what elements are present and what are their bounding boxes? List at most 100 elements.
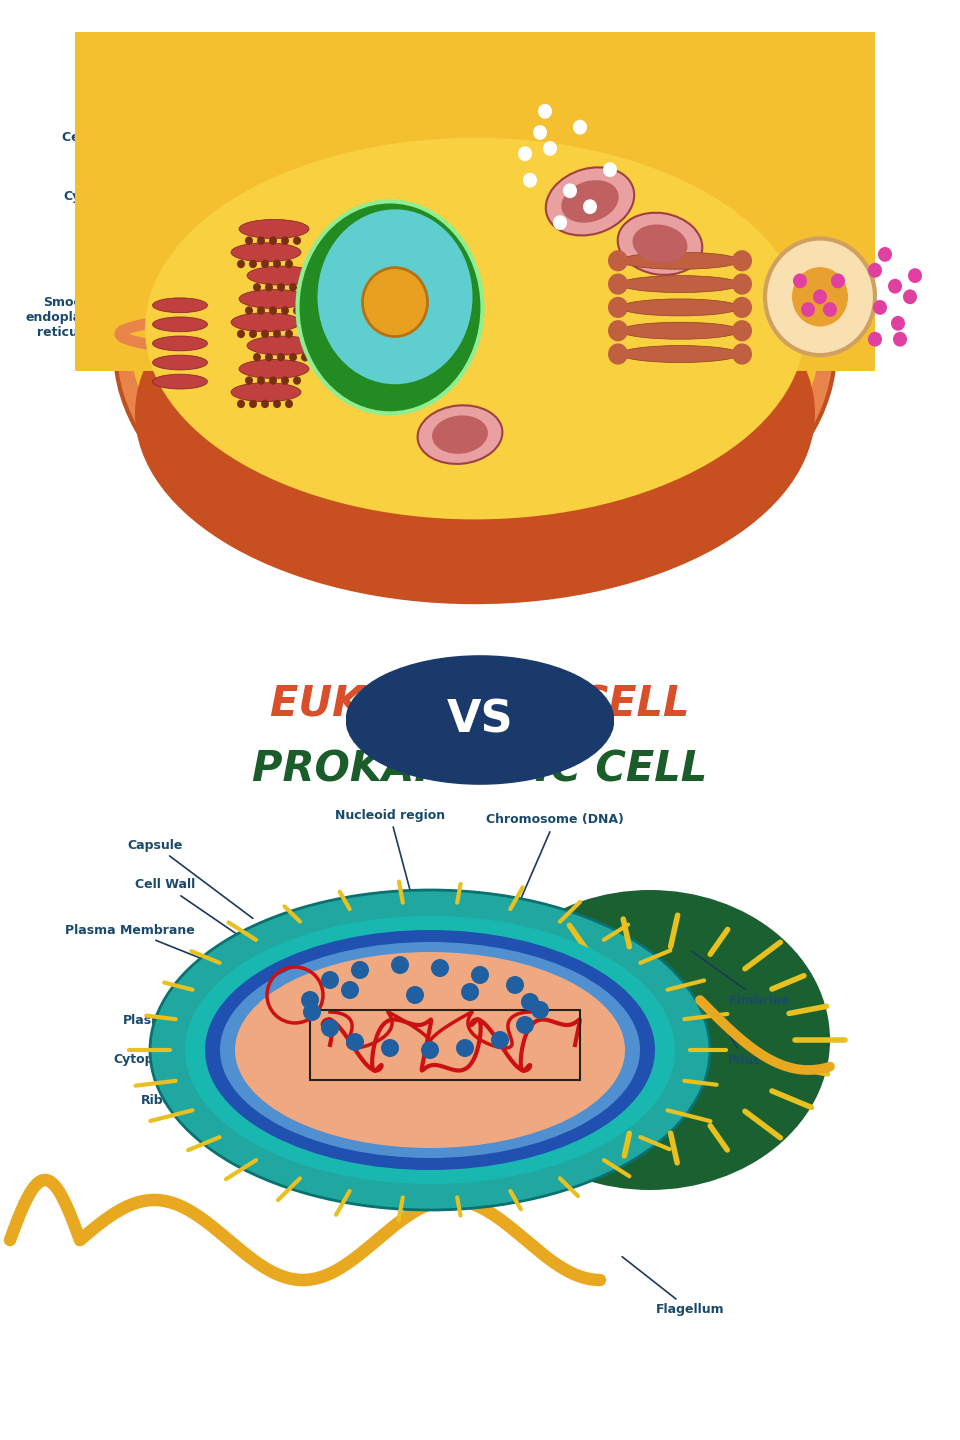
Text: PROKARYOTIC CELL: PROKARYOTIC CELL: [252, 749, 708, 791]
Circle shape: [792, 266, 848, 327]
Ellipse shape: [153, 336, 207, 351]
Ellipse shape: [432, 415, 488, 454]
Text: Pilus: Pilus: [722, 1022, 762, 1067]
Text: Fimbriae: Fimbriae: [692, 952, 791, 1007]
Text: Cell Wall: Cell Wall: [134, 878, 257, 949]
Circle shape: [461, 984, 479, 1001]
Ellipse shape: [298, 202, 483, 413]
Circle shape: [301, 353, 309, 361]
Ellipse shape: [470, 890, 830, 1189]
Circle shape: [249, 259, 257, 268]
Circle shape: [273, 259, 281, 268]
Circle shape: [289, 284, 297, 291]
Ellipse shape: [231, 243, 301, 262]
Circle shape: [516, 1017, 534, 1034]
Circle shape: [732, 297, 752, 318]
Circle shape: [341, 981, 359, 999]
Polygon shape: [75, 32, 875, 372]
Circle shape: [868, 264, 882, 278]
Ellipse shape: [617, 213, 703, 275]
Ellipse shape: [247, 336, 317, 356]
Ellipse shape: [239, 289, 309, 308]
Circle shape: [801, 302, 815, 317]
Circle shape: [321, 1020, 339, 1037]
Circle shape: [245, 236, 253, 245]
Circle shape: [831, 274, 845, 288]
Ellipse shape: [633, 225, 687, 264]
Ellipse shape: [346, 655, 614, 785]
Circle shape: [249, 400, 257, 408]
Text: Cytoplasm: Cytoplasm: [113, 1041, 262, 1067]
Circle shape: [908, 268, 922, 284]
Text: Capsule: Capsule: [128, 838, 252, 919]
Circle shape: [281, 307, 289, 315]
Circle shape: [293, 236, 301, 245]
Circle shape: [732, 320, 752, 341]
Circle shape: [813, 289, 827, 304]
Text: Secretory vesicle: Secretory vesicle: [680, 78, 819, 230]
Ellipse shape: [115, 117, 835, 583]
Ellipse shape: [150, 890, 710, 1210]
Circle shape: [301, 284, 309, 291]
Ellipse shape: [130, 122, 820, 556]
Circle shape: [253, 353, 261, 361]
Text: Nucleoid region: Nucleoid region: [335, 808, 445, 962]
Circle shape: [237, 400, 245, 408]
Ellipse shape: [185, 916, 675, 1184]
Circle shape: [573, 120, 587, 134]
Ellipse shape: [153, 317, 207, 331]
Text: Flagellum: Flagellum: [622, 1257, 724, 1316]
Circle shape: [521, 994, 539, 1011]
Ellipse shape: [239, 219, 309, 239]
Circle shape: [293, 376, 301, 384]
Ellipse shape: [235, 952, 625, 1148]
Circle shape: [878, 248, 892, 262]
Circle shape: [732, 274, 752, 295]
Circle shape: [277, 353, 285, 361]
Circle shape: [301, 991, 319, 1009]
Ellipse shape: [418, 405, 502, 464]
Text: Smooth
endoplasmic
reticulum: Smooth endoplasmic reticulum: [26, 297, 176, 348]
Circle shape: [533, 125, 547, 140]
Ellipse shape: [135, 223, 815, 605]
Circle shape: [321, 971, 339, 989]
Circle shape: [303, 1004, 321, 1021]
Circle shape: [406, 986, 424, 1004]
Circle shape: [269, 307, 277, 315]
Text: Rough
endoplasmic
reticulum: Rough endoplasmic reticulum: [141, 63, 266, 167]
Ellipse shape: [145, 138, 805, 520]
Circle shape: [253, 284, 261, 291]
Circle shape: [391, 956, 409, 973]
Ellipse shape: [153, 298, 207, 312]
Circle shape: [265, 353, 273, 361]
Circle shape: [456, 1040, 474, 1057]
Text: Mitochondria: Mitochondria: [554, 52, 646, 145]
Circle shape: [289, 353, 297, 361]
Circle shape: [245, 307, 253, 315]
Circle shape: [868, 331, 882, 347]
Ellipse shape: [220, 942, 640, 1158]
Circle shape: [281, 236, 289, 245]
Ellipse shape: [153, 374, 207, 389]
Circle shape: [257, 307, 265, 315]
Text: Ribosome: Ribosome: [696, 275, 764, 305]
Text: VS: VS: [446, 698, 514, 742]
Circle shape: [523, 173, 537, 187]
Circle shape: [471, 966, 489, 984]
Circle shape: [553, 215, 567, 230]
Circle shape: [732, 251, 752, 271]
Circle shape: [381, 1040, 399, 1057]
Text: Golgi apparatus: Golgi apparatus: [699, 310, 811, 351]
Circle shape: [563, 183, 577, 199]
Ellipse shape: [247, 266, 317, 285]
Circle shape: [293, 307, 301, 315]
Ellipse shape: [620, 323, 740, 340]
Ellipse shape: [620, 346, 740, 363]
Ellipse shape: [231, 383, 301, 402]
Circle shape: [608, 344, 628, 364]
Ellipse shape: [620, 300, 740, 315]
Circle shape: [237, 259, 245, 268]
Circle shape: [531, 1001, 549, 1020]
Circle shape: [245, 376, 253, 384]
Circle shape: [269, 236, 277, 245]
